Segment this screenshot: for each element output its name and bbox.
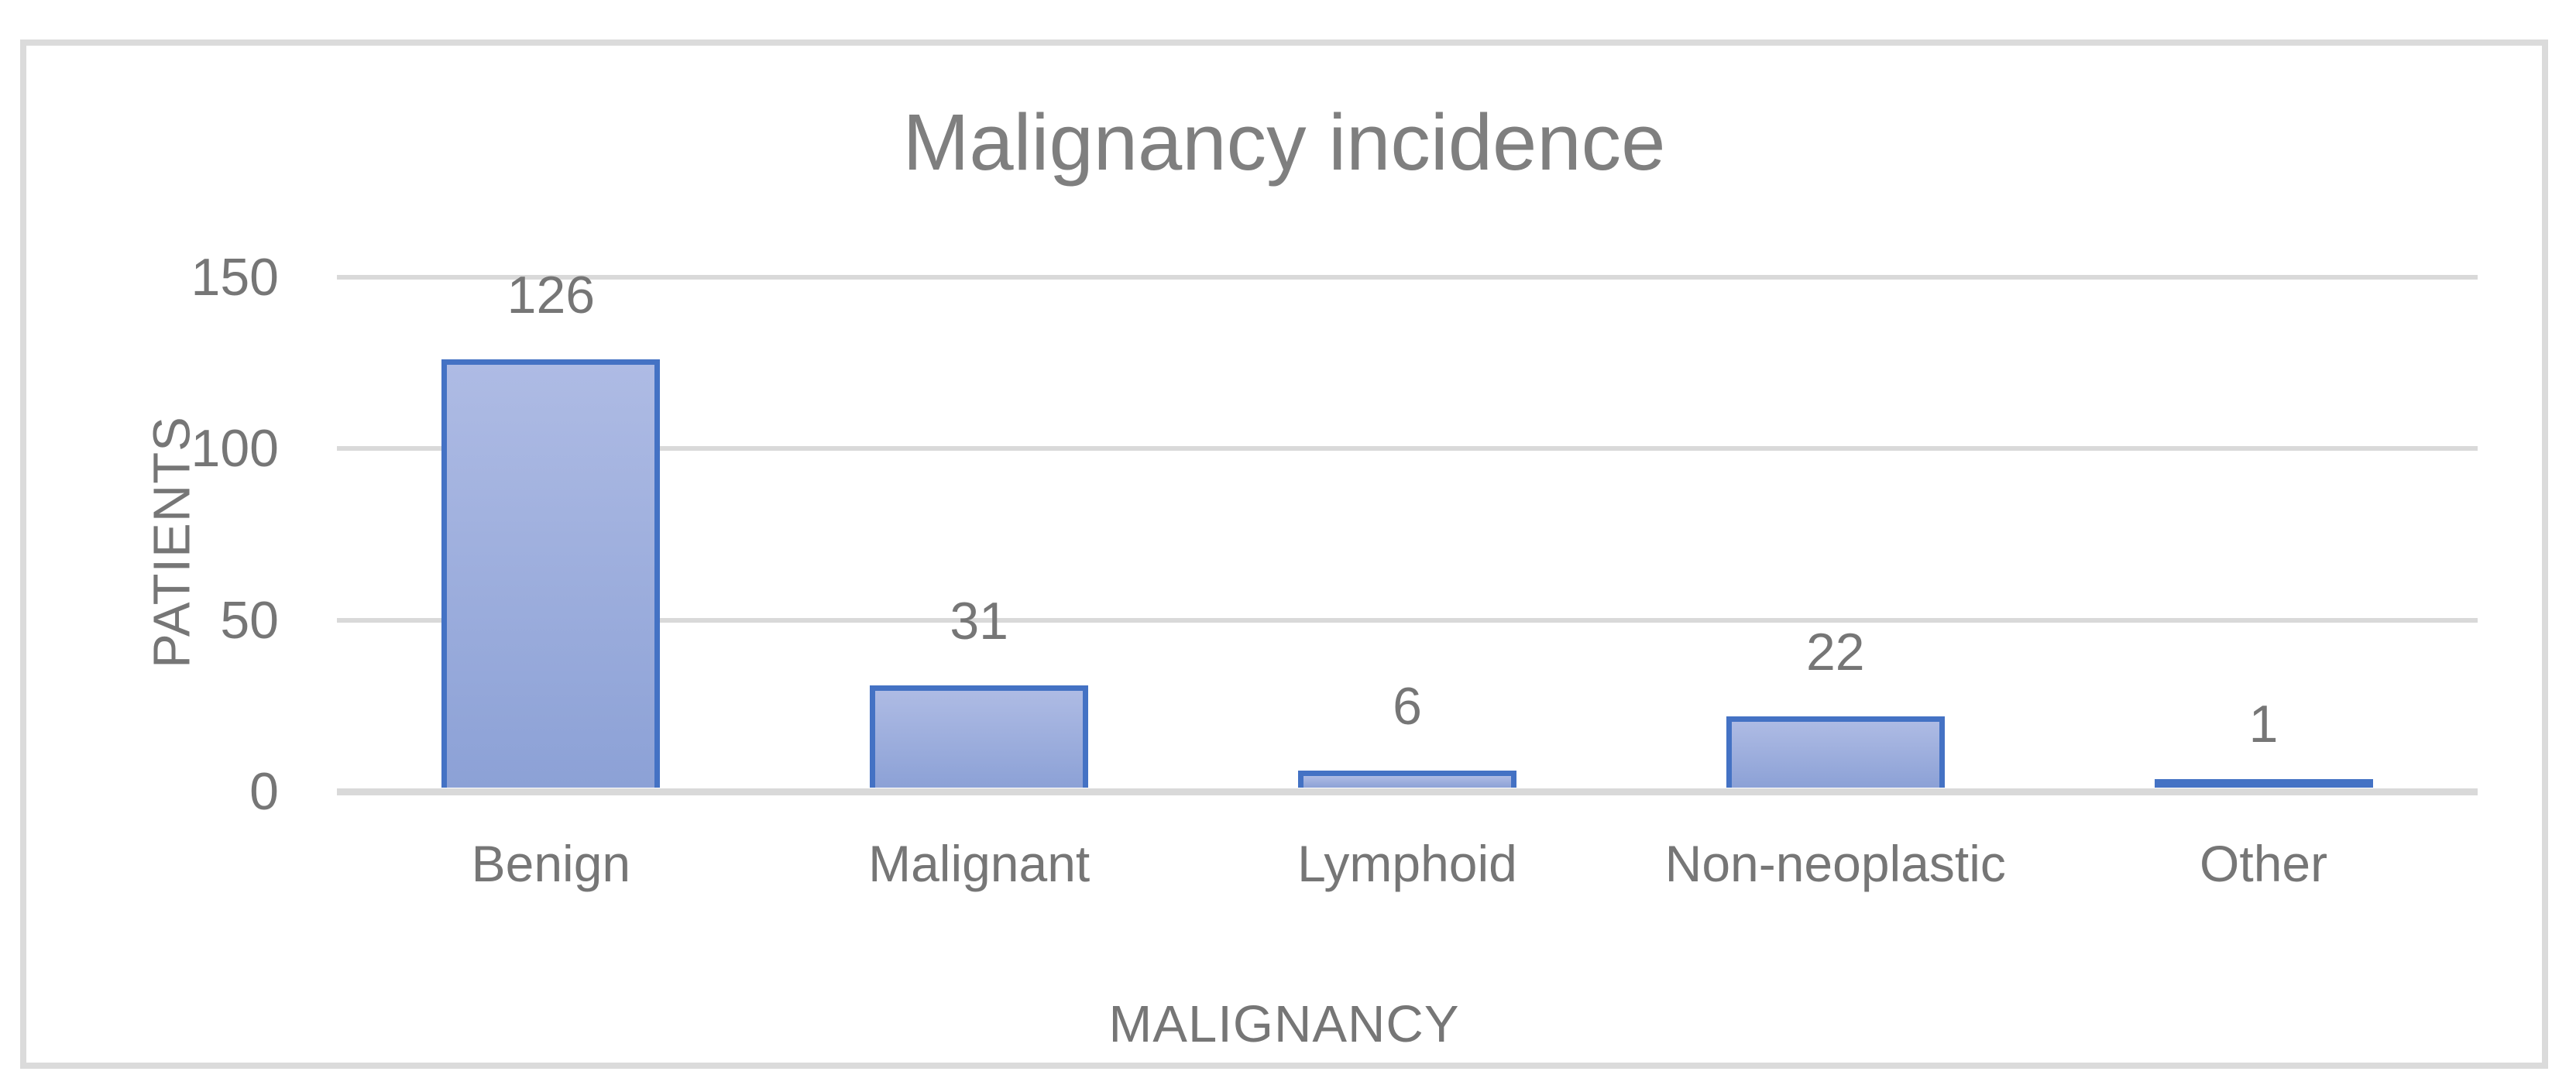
bar-benign	[441, 359, 661, 788]
bar-value-label-non-neoplastic: 22	[1805, 622, 1865, 682]
bar-other	[2154, 779, 2373, 788]
chart-frame-border	[20, 39, 2548, 1069]
gridline-50	[337, 617, 2478, 623]
category-label-benign: Benign	[471, 835, 631, 892]
bar-value-label-lymphoid: 6	[1393, 677, 1422, 737]
category-label-non-neoplastic: Non-neoplastic	[1664, 835, 2006, 892]
y-tick-label-100: 100	[191, 419, 279, 479]
bar-non-neoplastic	[1726, 716, 1945, 788]
gridline-150	[337, 275, 2478, 280]
y-tick-label-0: 0	[249, 762, 279, 821]
gridline-100	[337, 446, 2478, 452]
category-label-malignant: Malignant	[868, 835, 1091, 892]
bar-value-label-malignant: 31	[950, 591, 1008, 651]
bar-value-label-benign: 126	[507, 266, 596, 325]
y-tick-label-50: 50	[220, 590, 279, 650]
category-label-other: Other	[2200, 835, 2328, 892]
bar-value-label-other: 1	[2248, 694, 2279, 754]
plot-area	[337, 275, 2478, 795]
x-axis-title: MALIGNANCY	[1108, 995, 1460, 1053]
chart-title: Malignancy incidence	[902, 98, 1666, 187]
category-label-lymphoid: Lymphoid	[1297, 835, 1517, 892]
bar-lymphoid	[1298, 771, 1516, 788]
bar-malignant	[870, 685, 1089, 788]
x-axis-line	[337, 788, 2478, 795]
y-tick-label-150: 150	[191, 248, 279, 307]
